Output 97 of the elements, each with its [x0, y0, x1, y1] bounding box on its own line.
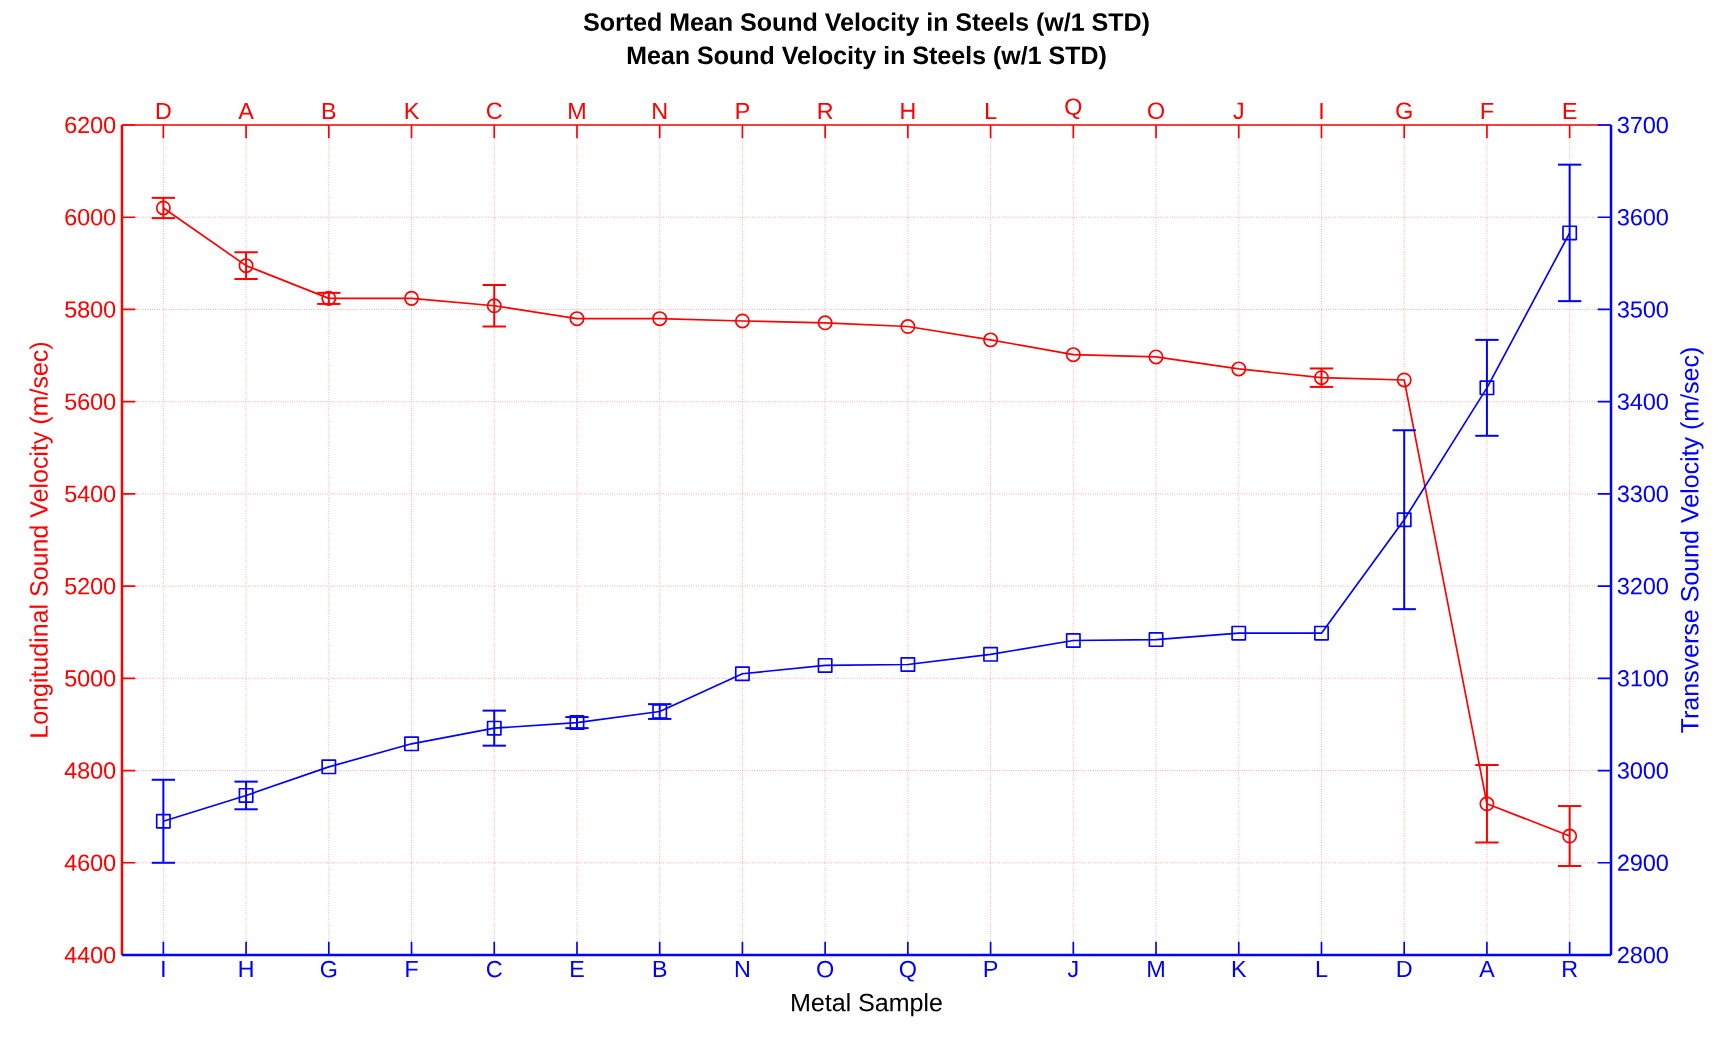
y-tick-label: 3300 [1617, 485, 1668, 503]
point [486, 298, 502, 314]
point [321, 290, 337, 306]
y-tick-label: 3600 [1617, 208, 1668, 226]
y-tick-label: 3000 [1617, 762, 1668, 779]
y-tick-label: 3100 [1617, 670, 1668, 687]
point [1065, 633, 1081, 649]
y-tick-label: 5400 [65, 485, 116, 503]
x-tick-label: P [984, 960, 998, 977]
y-tick-label: 3400 [1617, 393, 1668, 410]
point [569, 715, 585, 731]
x-tick-label: I [1320, 103, 1323, 120]
x-tick-label: O [1148, 102, 1164, 120]
y-tick-label: 2900 [1618, 854, 1668, 872]
point [1396, 372, 1412, 388]
x-tick-label: B [653, 960, 667, 977]
y-axis-title: Longitudinal Sound Velocity (m/sec) [29, 342, 53, 737]
y-tick-label: 6200 [65, 116, 116, 134]
x-tick-label: H [239, 960, 253, 977]
x-tick-label: E [1563, 103, 1577, 120]
x-tick-label: R [818, 103, 833, 120]
x-tick-label: M [1148, 960, 1164, 977]
x-tick-label: K [1232, 960, 1247, 977]
point [734, 313, 750, 329]
x-tick-label: I [162, 960, 165, 977]
point [652, 704, 668, 720]
x-tick-label: L [986, 103, 997, 120]
point [404, 290, 420, 306]
y-tick-label: 5000 [65, 670, 116, 687]
x-tick-label: M [569, 103, 585, 120]
x-tick-label: C [487, 960, 502, 978]
point [486, 720, 502, 736]
point [1065, 347, 1081, 363]
y-tick-label: 3200 [1617, 577, 1668, 595]
point [900, 319, 916, 335]
point [1396, 512, 1412, 528]
point [983, 646, 999, 662]
x-tick-label: G [1396, 102, 1412, 120]
x-tick-label: C [487, 102, 502, 120]
x-tick-label: A [238, 103, 254, 120]
point [1148, 349, 1164, 365]
x-tick-label: F [406, 960, 418, 977]
x-axis-title: Metal Sample [792, 993, 942, 1017]
x-tick-label: J [1067, 960, 1078, 978]
y-tick-label: 3500 [1617, 301, 1668, 318]
point [1562, 828, 1578, 844]
chart-subtitle: Mean Sound Velocity in Steels (w/1 STD) [627, 45, 1106, 70]
x-tick-label: D [1397, 960, 1412, 977]
point [1313, 370, 1329, 386]
y-tick-label: 5200 [65, 577, 116, 595]
point [1148, 632, 1164, 648]
point [1231, 625, 1247, 641]
point [734, 666, 750, 682]
y-tick-label: 5600 [65, 393, 116, 410]
y-tick-label: 3700 [1617, 116, 1668, 134]
point [652, 311, 668, 327]
point [900, 657, 916, 673]
y-tick-label: 4600 [64, 854, 116, 872]
point [238, 258, 254, 274]
x-tick-label: E [571, 960, 584, 977]
x-tick-label: H [901, 103, 915, 120]
point [321, 759, 337, 775]
x-tick-label: N [735, 960, 749, 977]
point [817, 315, 833, 331]
x-tick-label: B [322, 103, 336, 120]
y-axis-title: Transverse Sound Velocity (m/sec) [1680, 348, 1704, 733]
y-tick-label: 4800 [64, 762, 116, 779]
point [817, 657, 833, 673]
point [569, 311, 585, 327]
point [1479, 380, 1495, 396]
x-tick-label: N [653, 103, 667, 120]
x-tick-label: D [156, 103, 171, 120]
point [238, 787, 254, 803]
y-tick-label: 2800 [1618, 946, 1668, 964]
x-tick-label: Q [899, 960, 916, 982]
x-tick-label: A [1479, 960, 1495, 977]
point [1313, 625, 1329, 641]
point [983, 332, 999, 348]
x-tick-label: F [1481, 103, 1494, 120]
x-tick-label: K [405, 103, 420, 120]
x-tick-label: Q [1065, 98, 1082, 120]
x-tick-label: P [736, 103, 749, 120]
x-tick-label: O [817, 960, 834, 978]
point [1562, 225, 1578, 241]
x-tick-label: G [320, 960, 337, 978]
x-tick-label: R [1563, 960, 1577, 977]
point [1231, 361, 1247, 377]
point [155, 200, 171, 216]
y-tick-label: 4400 [64, 946, 116, 964]
point [155, 813, 171, 829]
chart-title: Sorted Mean Sound Velocity in Steels (w/1 STD) [583, 12, 1149, 36]
point [1479, 796, 1495, 812]
point [404, 736, 420, 752]
y-tick-label: 5800 [65, 301, 116, 318]
x-tick-label: J [1233, 102, 1243, 120]
y-tick-label: 6000 [65, 208, 116, 226]
x-tick-label: L [1316, 960, 1328, 977]
